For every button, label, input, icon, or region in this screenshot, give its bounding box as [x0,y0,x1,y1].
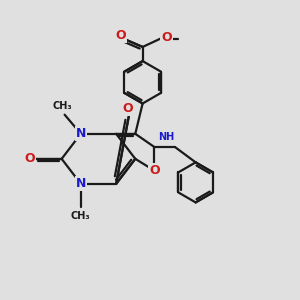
Text: N: N [76,127,86,140]
Text: NH: NH [158,132,174,142]
Text: CH₃: CH₃ [52,101,72,111]
Text: O: O [161,31,172,44]
Text: O: O [149,164,160,177]
Text: CH₃: CH₃ [71,211,91,221]
Text: N: N [76,177,86,190]
Text: O: O [123,102,133,115]
Text: O: O [116,29,127,42]
Text: O: O [24,152,34,165]
